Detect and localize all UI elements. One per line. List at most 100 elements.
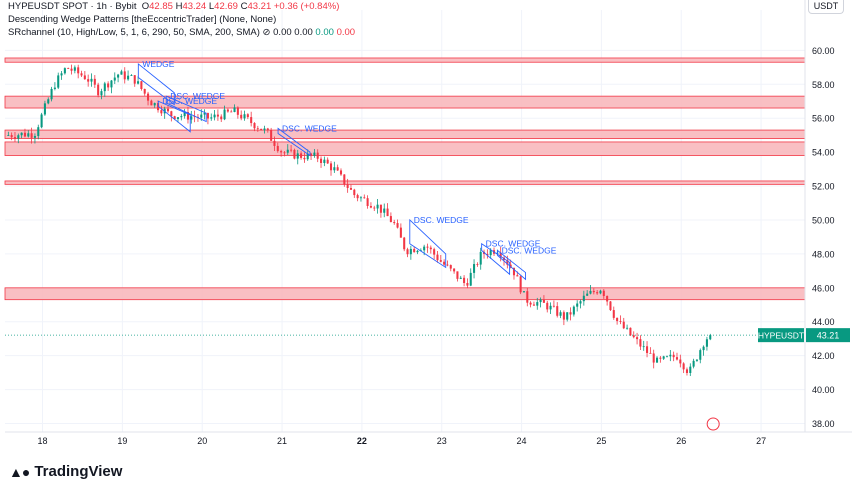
y-tick-label: 44.00 — [812, 317, 835, 327]
candle-body — [363, 197, 366, 199]
candle-body — [80, 73, 83, 76]
symbol-title[interactable]: HYPEUSDT SPOT · 1h · Bybit — [8, 1, 137, 12]
candle-body — [316, 152, 319, 159]
candle-body — [479, 251, 482, 265]
y-tick-label: 40.00 — [812, 385, 835, 395]
indicator-wedge[interactable]: Descending Wedge Patterns [theEccentricT… — [8, 14, 277, 25]
candle-body — [486, 253, 489, 256]
candle-body — [50, 88, 53, 100]
candle-body — [313, 152, 316, 156]
close-value: 43.21 — [247, 1, 272, 12]
candle-body — [216, 114, 219, 117]
candle-body — [619, 321, 622, 322]
wedge-outline — [137, 62, 175, 106]
candle-body — [519, 276, 522, 293]
candle-body — [266, 128, 269, 131]
wedge-label: DSC. WEDGE — [502, 246, 557, 256]
candle-body — [200, 114, 203, 118]
candle-body — [290, 149, 293, 151]
candle-body — [186, 112, 189, 120]
candle-body — [133, 75, 136, 84]
candle-body — [176, 117, 180, 120]
candle-body — [562, 312, 565, 320]
eye-icon: ⊘ — [262, 27, 271, 38]
candle-body — [416, 250, 419, 253]
high-value: 43.24 — [182, 1, 207, 12]
candle-body — [672, 354, 675, 358]
low-value: 42.69 — [214, 1, 238, 12]
candle-body — [23, 132, 26, 137]
candle-body — [512, 267, 516, 276]
candle-body — [489, 250, 492, 256]
candle-body — [463, 277, 466, 283]
candle-body — [150, 100, 153, 106]
candle-body — [230, 111, 233, 113]
x-tick-label: 19 — [117, 436, 127, 446]
x-tick-label: 21 — [277, 436, 287, 446]
tradingview-icon: ▲● — [9, 463, 30, 480]
candle-body — [306, 153, 309, 160]
candle-body — [526, 291, 529, 303]
indicator-srchannel[interactable]: SRchannel (10, High/Low, 5, 1, 6, 290, 5… — [8, 27, 356, 38]
candle-body — [353, 189, 356, 196]
candle-body — [10, 135, 13, 138]
candle-body — [137, 81, 140, 84]
candle-body — [499, 252, 502, 258]
candle-body — [459, 277, 462, 279]
sr-zone — [4, 57, 806, 63]
candles — [7, 64, 712, 377]
lightning-icon — [706, 417, 720, 431]
sr-zone — [4, 129, 806, 139]
candle-body — [629, 327, 632, 336]
candle-body — [260, 128, 263, 131]
candle-body — [57, 75, 60, 88]
candle-body — [93, 78, 96, 85]
candle-body — [589, 290, 592, 294]
candle-body — [679, 359, 682, 364]
candle-body — [206, 113, 209, 119]
candle-body — [270, 130, 273, 141]
y-tick-label: 54.00 — [812, 148, 835, 158]
candle-body — [423, 246, 426, 251]
candle-body — [346, 184, 349, 188]
price-tag — [806, 328, 850, 343]
candle-body — [516, 275, 519, 277]
candle-body — [386, 208, 389, 217]
candle-body — [642, 346, 645, 348]
candle-body — [223, 109, 226, 120]
candle-body — [699, 350, 702, 360]
wedge-outline — [497, 249, 527, 281]
y-axis: 60.00 58.00 56.00 54.00 52.00 50.00 48.00 46.00… — [804, 0, 835, 432]
candle-body — [7, 135, 10, 136]
candle-body — [243, 114, 246, 119]
x-axis: 18 19 20 21 22 23 24 25 26 27 — [5, 431, 852, 446]
y-tick-label: 52.00 — [812, 182, 835, 192]
candle-body — [685, 369, 689, 373]
candle-body — [359, 197, 362, 199]
candle-body — [240, 114, 243, 119]
candle-body — [349, 187, 353, 190]
candle-body — [263, 128, 266, 131]
candle-body — [576, 303, 579, 307]
candle-body — [296, 153, 299, 159]
candle-body — [682, 363, 685, 370]
last-price-line: HYPEUSDT 43.21 — [5, 328, 850, 431]
grid — [5, 10, 805, 432]
candle-body — [429, 247, 432, 250]
candle-body — [596, 292, 599, 294]
candle-body — [43, 103, 46, 115]
candle-body — [606, 296, 609, 302]
candle-body — [539, 299, 542, 303]
currency-button[interactable]: USDT — [808, 0, 844, 14]
candle-body — [559, 312, 562, 316]
candle-body — [326, 159, 329, 164]
candle-body — [236, 107, 239, 115]
candle-body — [366, 198, 369, 206]
symbol-tag — [758, 328, 804, 343]
candle-body — [695, 359, 698, 361]
y-tick-label: 60.00 — [812, 46, 835, 56]
candle-body — [702, 346, 705, 351]
tradingview-logo[interactable]: ▲● TradingView — [9, 463, 123, 480]
